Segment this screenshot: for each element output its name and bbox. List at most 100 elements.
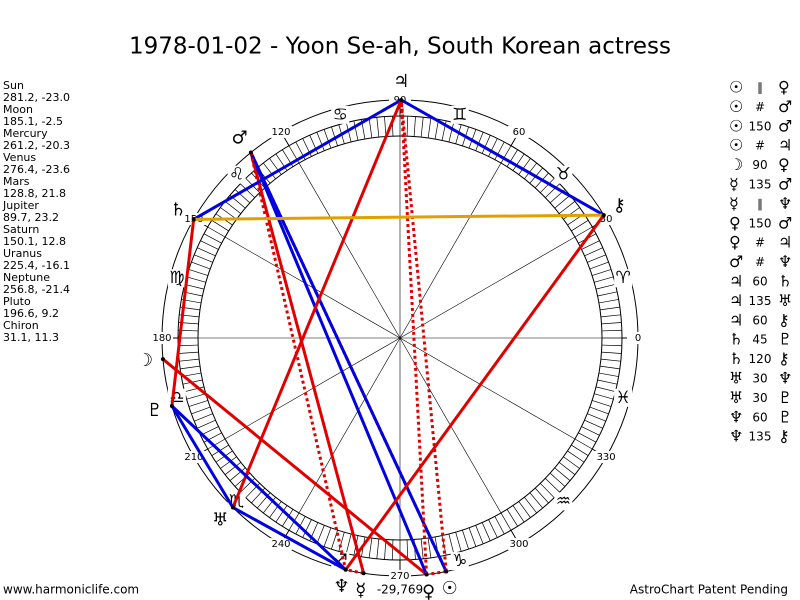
- ring-hatch: [224, 201, 242, 214]
- planet-position: 128.8, 21.8: [3, 187, 66, 200]
- ring-hatch: [331, 530, 338, 550]
- ring-hatch: [197, 247, 216, 257]
- planet-position: 225.4, -16.1: [3, 259, 70, 272]
- aspect-planet: ☽: [729, 155, 743, 174]
- aspect-planet: ♆: [778, 194, 792, 213]
- aspect-planet: ♂: [778, 175, 792, 194]
- ring-hatch: [481, 522, 491, 541]
- aspect-planet: ♇: [778, 330, 792, 349]
- degree-label-bg: [270, 125, 292, 138]
- ring-hatch: [275, 505, 288, 523]
- ring-hatch: [529, 492, 543, 509]
- degree-label: 30: [600, 214, 613, 225]
- degree-label: 180: [152, 333, 171, 344]
- ring-hatch: [224, 462, 242, 475]
- degree-label: 330: [597, 452, 616, 463]
- aspect-type: 45: [752, 333, 767, 347]
- degree-label-bg: [627, 332, 649, 344]
- aspect-planet: ♆: [778, 369, 792, 388]
- ring-hatch: [338, 532, 345, 552]
- aspect-planet: ♂: [729, 252, 743, 271]
- ring-hatch: [571, 220, 589, 232]
- zodiac-sign: ♑: [452, 551, 467, 571]
- zodiac-sign: ♋: [333, 105, 348, 125]
- ring-hatch: [601, 351, 622, 354]
- aspect-planet: ♇: [778, 407, 792, 426]
- planet-name: Chiron: [3, 319, 39, 332]
- spoke: [224, 337, 401, 440]
- ring-hatch: [578, 432, 597, 443]
- ring-hatch: [558, 201, 576, 214]
- ring-hatch: [323, 527, 332, 547]
- aspect-type: 150: [749, 119, 772, 133]
- ring-hatch: [462, 530, 469, 550]
- degree-label: 240: [271, 539, 290, 550]
- ring-hatch: [448, 533, 455, 554]
- ring-hatch: [512, 153, 525, 171]
- planet-position: 261.2, -20.3: [3, 139, 70, 152]
- ring-hatch: [540, 178, 555, 193]
- planet-name: Sun: [3, 79, 24, 92]
- planet-point: [169, 403, 174, 408]
- aspect-type: #: [755, 139, 765, 153]
- ring-hatch: [184, 283, 205, 290]
- ring-hatch: [331, 126, 338, 146]
- aspect-line: [249, 151, 448, 573]
- ring-hatch: [567, 450, 585, 463]
- planet-name: Venus: [3, 151, 36, 164]
- planet-glyph: ♄: [170, 199, 186, 220]
- zodiac-bg: [450, 552, 469, 571]
- degree-label-bg: [270, 538, 292, 551]
- planet-point: [424, 572, 429, 577]
- aspect-planet: ⚷: [778, 427, 790, 446]
- ring-hatch: [571, 444, 589, 456]
- ring-hatch: [240, 183, 255, 198]
- aspect-type: 30: [752, 372, 767, 386]
- degree-label: 60: [513, 127, 526, 138]
- ring-hatch: [269, 158, 282, 175]
- ring-hatch: [353, 120, 359, 141]
- aspect-line: [170, 219, 196, 407]
- ring-hatch: [203, 233, 222, 244]
- aspect-planet: ♂: [778, 97, 792, 116]
- ring-hatch: [500, 512, 512, 531]
- ring-hatch: [406, 539, 409, 560]
- ring-hatch: [599, 365, 620, 370]
- aspect-type: 120: [749, 352, 772, 366]
- aspect-type: #: [755, 236, 765, 250]
- ring-hatch: [368, 537, 373, 558]
- aspect-planet: ♄: [729, 349, 743, 368]
- ring-hatch: [488, 138, 498, 157]
- ring-hatch: [554, 467, 571, 481]
- ring-hatch: [384, 116, 387, 137]
- aspect-line: [193, 213, 604, 221]
- aspect-planet: ♃: [778, 136, 792, 155]
- aspect-line: [232, 506, 347, 572]
- aspect-type: ∥: [757, 81, 763, 95]
- aspect-planet: ♄: [778, 272, 792, 291]
- planet-point: [601, 213, 606, 218]
- planet-glyph: ♃: [393, 71, 409, 92]
- planet-glyph: ☿: [355, 580, 366, 600]
- ring-hatch: [594, 393, 614, 400]
- ring-hatch: [184, 386, 205, 393]
- degree-label-bg: [389, 570, 411, 582]
- ring-hatch: [434, 119, 439, 140]
- aspect-type: 135: [749, 178, 772, 192]
- planet-glyph: ♇: [147, 400, 163, 421]
- aspect-line: [249, 152, 348, 571]
- zodiac-bg: [554, 165, 573, 184]
- ring-hatch: [599, 306, 620, 311]
- ring-hatch: [207, 226, 226, 238]
- planet-glyph: ⚷: [613, 195, 626, 216]
- ring-hatch: [574, 438, 593, 450]
- ring-hatch: [540, 483, 555, 498]
- ring-hatch: [558, 462, 576, 475]
- ring-hatch: [376, 117, 380, 138]
- ring-hatch: [282, 509, 294, 527]
- aspect-type: #: [755, 100, 765, 114]
- ring-hatch: [220, 456, 237, 469]
- ring-hatch: [455, 532, 462, 552]
